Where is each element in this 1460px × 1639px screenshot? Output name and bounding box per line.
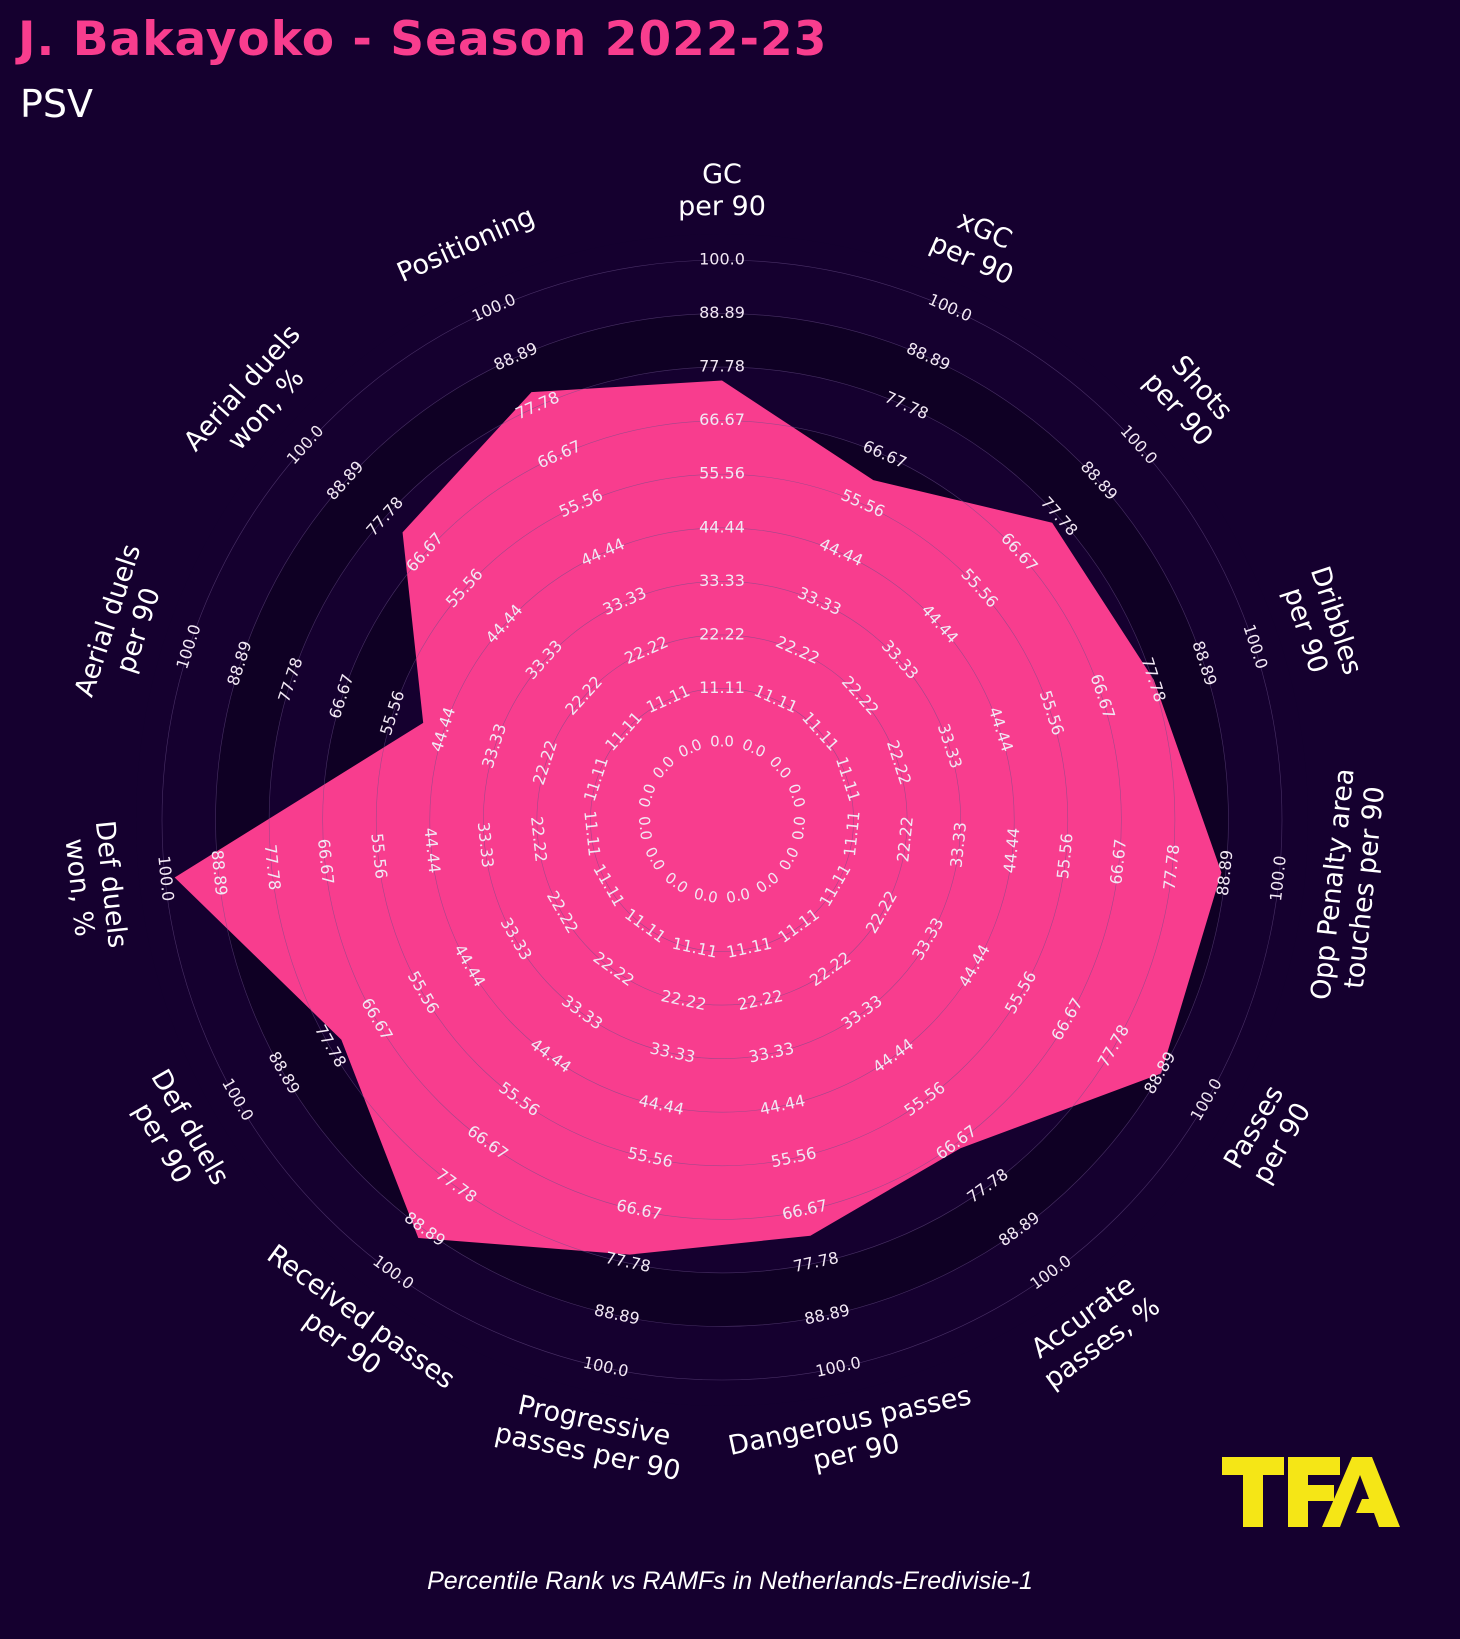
tick-label: 77.78	[1160, 843, 1184, 891]
logo-a	[1322, 1457, 1400, 1527]
grid-ring	[161, 259, 1283, 1381]
tick-label: 55.56	[699, 464, 745, 483]
tick-label: 100.0	[154, 855, 178, 903]
player-polygon	[174, 380, 1222, 1255]
grid-ring	[375, 473, 1069, 1167]
tick-label: 0.0	[635, 815, 655, 841]
tick-label: 66.67	[314, 838, 338, 886]
axis-label-line: GC	[702, 159, 742, 190]
axis-label: Def duelswon, %	[57, 819, 133, 953]
tick-label: 22.22	[699, 624, 745, 643]
axis-label: GC per 90	[678, 159, 766, 222]
tick-label: 33.33	[474, 821, 498, 869]
chart-title: J. Bakayoko - Season 2022-23	[18, 12, 828, 67]
tick-label: 88.89	[699, 303, 745, 322]
tick-label: 22.22	[893, 815, 917, 863]
tick-label: 11.11	[580, 810, 604, 858]
tick-label: 55.56	[367, 832, 391, 880]
tick-label: 77.78	[261, 843, 285, 891]
logo-f	[1288, 1457, 1340, 1527]
tick-label: 11.11	[840, 810, 864, 858]
tick-label: 0.0	[710, 733, 734, 751]
tick-label: 55.56	[1053, 832, 1077, 880]
tick-label: 100.0	[699, 250, 745, 269]
tick-label: 77.78	[699, 357, 745, 376]
tick-label: 33.33	[947, 821, 971, 869]
tick-label: 88.89	[207, 849, 231, 897]
tick-label: 44.44	[699, 517, 745, 536]
grid-ring	[429, 527, 1015, 1113]
logo-t	[1222, 1457, 1284, 1527]
tick-label: 66.67	[699, 410, 745, 429]
tick-label: 44.44	[1000, 827, 1024, 875]
tick-label: 33.33	[699, 571, 745, 590]
grid-ring	[536, 634, 908, 1006]
axis-label-line: per 90	[678, 191, 766, 222]
grid-ring	[590, 688, 854, 952]
tfa-logo	[1222, 1457, 1400, 1527]
tick-label: 44.44	[421, 827, 445, 875]
grid-ring	[215, 313, 1229, 1327]
tick-label: 0.0	[789, 815, 809, 841]
axis-label: Opp Penalty areatouches per 90	[1306, 767, 1393, 1005]
grid-ring	[268, 366, 1176, 1274]
tick-label: 22.22	[527, 815, 551, 863]
tick-label: 0.0	[692, 885, 719, 908]
team-name: PSV	[20, 82, 94, 126]
grid-ring	[322, 420, 1122, 1220]
grid-ring	[483, 581, 961, 1059]
tick-label: 11.11	[699, 678, 745, 697]
tick-label: 0.0	[725, 885, 752, 908]
tick-label: 88.89	[1213, 849, 1237, 897]
tick-label: 66.67	[1106, 838, 1130, 886]
tick-label: 100.0	[1266, 855, 1290, 903]
chart-footnote: Percentile Rank vs RAMFs in Netherlands-…	[427, 1567, 1033, 1595]
